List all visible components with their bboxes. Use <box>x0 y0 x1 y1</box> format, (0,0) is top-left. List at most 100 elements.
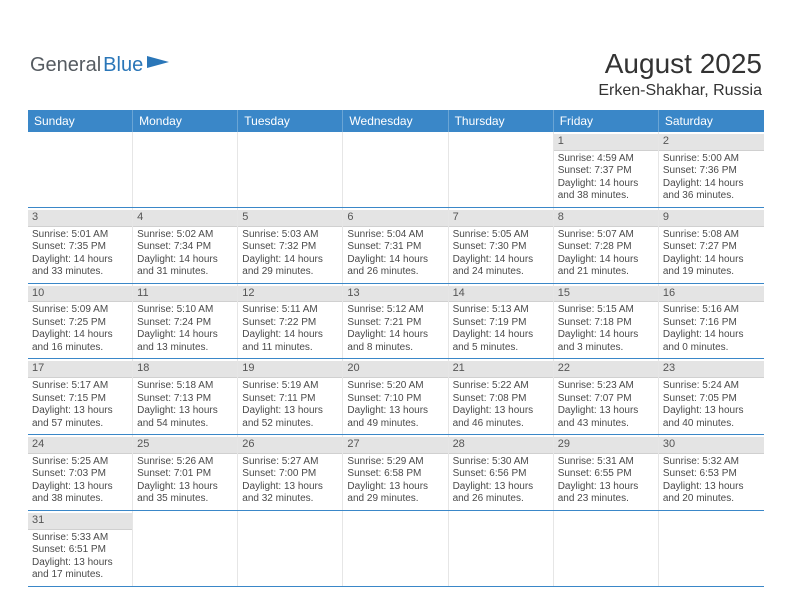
sunrise-text: Sunrise: 5:11 AM <box>242 304 338 317</box>
daylight-text: Daylight: 14 hours <box>663 254 760 267</box>
sunset-text: Sunset: 7:00 PM <box>242 468 338 481</box>
calendar-cell-empty <box>238 511 343 586</box>
day-number: 15 <box>554 286 658 303</box>
sunrise-text: Sunrise: 5:32 AM <box>663 456 760 469</box>
sunrise-text: Sunrise: 5:15 AM <box>558 304 654 317</box>
calendar-cell: 17Sunrise: 5:17 AMSunset: 7:15 PMDayligh… <box>28 359 133 434</box>
calendar-cell: 22Sunrise: 5:23 AMSunset: 7:07 PMDayligh… <box>554 359 659 434</box>
daylight-text: and 5 minutes. <box>453 342 549 355</box>
calendar-cell: 27Sunrise: 5:29 AMSunset: 6:58 PMDayligh… <box>343 435 448 510</box>
calendar-cell: 18Sunrise: 5:18 AMSunset: 7:13 PMDayligh… <box>133 359 238 434</box>
daylight-text: Daylight: 14 hours <box>137 254 233 267</box>
daylight-text: Daylight: 13 hours <box>347 405 443 418</box>
calendar-cell-empty <box>449 132 554 207</box>
daylight-text: Daylight: 13 hours <box>663 405 760 418</box>
daylight-text: and 3 minutes. <box>558 342 654 355</box>
calendar-cell: 9 Sunrise: 5:08 AMSunset: 7:27 PMDaylight… <box>659 208 764 283</box>
day-header: Monday <box>133 110 238 132</box>
sunset-text: Sunset: 7:21 PM <box>347 317 443 330</box>
calendar-cell: 12Sunrise: 5:11 AMSunset: 7:22 PMDayligh… <box>238 284 343 359</box>
calendar-cell: 31Sunrise: 5:33 AMSunset: 6:51 PMDayligh… <box>28 511 133 586</box>
day-number: 5 <box>238 210 342 227</box>
sunrise-text: Sunrise: 5:19 AM <box>242 380 338 393</box>
daylight-text: and 24 minutes. <box>453 266 549 279</box>
calendar-cell: 24Sunrise: 5:25 AMSunset: 7:03 PMDayligh… <box>28 435 133 510</box>
calendar-week: 3Sunrise: 5:01 AMSunset: 7:35 PMDaylight… <box>28 208 764 284</box>
day-number: 1 <box>554 134 658 151</box>
sunset-text: Sunset: 7:37 PM <box>558 165 654 178</box>
calendar-cell: 19Sunrise: 5:19 AMSunset: 7:11 PMDayligh… <box>238 359 343 434</box>
daylight-text: Daylight: 13 hours <box>453 481 549 494</box>
day-number: 10 <box>28 286 132 303</box>
day-number: 8 <box>554 210 658 227</box>
day-number: 2 <box>659 134 764 151</box>
day-number: 9 <box>659 210 764 227</box>
calendar-cell-empty <box>554 511 659 586</box>
sunset-text: Sunset: 6:55 PM <box>558 468 654 481</box>
calendar-cell-empty <box>343 511 448 586</box>
calendar-cell: 29Sunrise: 5:31 AMSunset: 6:55 PMDayligh… <box>554 435 659 510</box>
location: Erken-Shakhar, Russia <box>598 82 762 100</box>
day-number: 24 <box>28 437 132 454</box>
sunset-text: Sunset: 6:51 PM <box>32 544 128 557</box>
daylight-text: and 32 minutes. <box>242 493 338 506</box>
daylight-text: Daylight: 13 hours <box>242 481 338 494</box>
sunset-text: Sunset: 7:28 PM <box>558 241 654 254</box>
day-number: 25 <box>133 437 237 454</box>
day-header: Tuesday <box>238 110 343 132</box>
sunrise-text: Sunrise: 5:07 AM <box>558 229 654 242</box>
sunrise-text: Sunrise: 5:26 AM <box>137 456 233 469</box>
daylight-text: and 38 minutes. <box>558 190 654 203</box>
sunset-text: Sunset: 7:32 PM <box>242 241 338 254</box>
day-number: 12 <box>238 286 342 303</box>
calendar-cell: 30Sunrise: 5:32 AMSunset: 6:53 PMDayligh… <box>659 435 764 510</box>
calendar-cell: 11Sunrise: 5:10 AMSunset: 7:24 PMDayligh… <box>133 284 238 359</box>
sunset-text: Sunset: 7:18 PM <box>558 317 654 330</box>
daylight-text: Daylight: 13 hours <box>663 481 760 494</box>
calendar-cell: 26Sunrise: 5:27 AMSunset: 7:00 PMDayligh… <box>238 435 343 510</box>
daylight-text: and 17 minutes. <box>32 569 128 582</box>
daylight-text: Daylight: 14 hours <box>453 329 549 342</box>
daylight-text: Daylight: 14 hours <box>242 254 338 267</box>
calendar-cell: 13Sunrise: 5:12 AMSunset: 7:21 PMDayligh… <box>343 284 448 359</box>
daylight-text: Daylight: 14 hours <box>137 329 233 342</box>
daylight-text: and 26 minutes. <box>347 266 443 279</box>
sunset-text: Sunset: 7:13 PM <box>137 393 233 406</box>
daylight-text: and 57 minutes. <box>32 418 128 431</box>
sunset-text: Sunset: 7:03 PM <box>32 468 128 481</box>
day-number: 26 <box>238 437 342 454</box>
day-number: 19 <box>238 361 342 378</box>
calendar-cell: 3Sunrise: 5:01 AMSunset: 7:35 PMDaylight… <box>28 208 133 283</box>
sunset-text: Sunset: 7:27 PM <box>663 241 760 254</box>
sunrise-text: Sunrise: 5:13 AM <box>453 304 549 317</box>
calendar-cell-empty <box>659 511 764 586</box>
daylight-text: Daylight: 14 hours <box>453 254 549 267</box>
logo-text-2: Blue <box>103 54 143 77</box>
day-header: Friday <box>554 110 659 132</box>
calendar-cell: 21Sunrise: 5:22 AMSunset: 7:08 PMDayligh… <box>449 359 554 434</box>
sunrise-text: Sunrise: 5:09 AM <box>32 304 128 317</box>
daylight-text: Daylight: 14 hours <box>32 329 128 342</box>
day-number: 14 <box>449 286 553 303</box>
daylight-text: and 21 minutes. <box>558 266 654 279</box>
sunset-text: Sunset: 7:30 PM <box>453 241 549 254</box>
calendar-header-row: SundayMondayTuesdayWednesdayThursdayFrid… <box>28 110 764 132</box>
day-number: 23 <box>659 361 764 378</box>
sunset-text: Sunset: 7:25 PM <box>32 317 128 330</box>
sunrise-text: Sunrise: 5:24 AM <box>663 380 760 393</box>
calendar: SundayMondayTuesdayWednesdayThursdayFrid… <box>28 110 764 587</box>
day-number: 27 <box>343 437 447 454</box>
daylight-text: Daylight: 14 hours <box>347 254 443 267</box>
day-number: 11 <box>133 286 237 303</box>
sunset-text: Sunset: 7:10 PM <box>347 393 443 406</box>
day-number: 3 <box>28 210 132 227</box>
daylight-text: Daylight: 14 hours <box>558 178 654 191</box>
sunrise-text: Sunrise: 5:29 AM <box>347 456 443 469</box>
sunrise-text: Sunrise: 5:08 AM <box>663 229 760 242</box>
calendar-cell: 1Sunrise: 4:59 AMSunset: 7:37 PMDaylight… <box>554 132 659 207</box>
calendar-cell: 6Sunrise: 5:04 AMSunset: 7:31 PMDaylight… <box>343 208 448 283</box>
sunrise-text: Sunrise: 5:31 AM <box>558 456 654 469</box>
calendar-cell: 28Sunrise: 5:30 AMSunset: 6:56 PMDayligh… <box>449 435 554 510</box>
sunrise-text: Sunrise: 5:16 AM <box>663 304 760 317</box>
sunset-text: Sunset: 7:34 PM <box>137 241 233 254</box>
